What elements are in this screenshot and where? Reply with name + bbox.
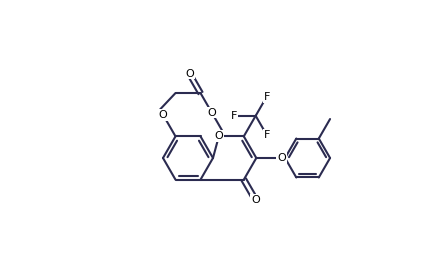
Text: F: F: [264, 130, 270, 140]
Text: O: O: [277, 153, 286, 163]
Text: O: O: [215, 131, 223, 141]
Text: O: O: [185, 69, 194, 78]
Text: F: F: [264, 92, 270, 102]
Text: O: O: [159, 110, 167, 120]
Text: O: O: [207, 107, 216, 118]
Text: O: O: [251, 195, 260, 205]
Text: F: F: [230, 111, 237, 121]
